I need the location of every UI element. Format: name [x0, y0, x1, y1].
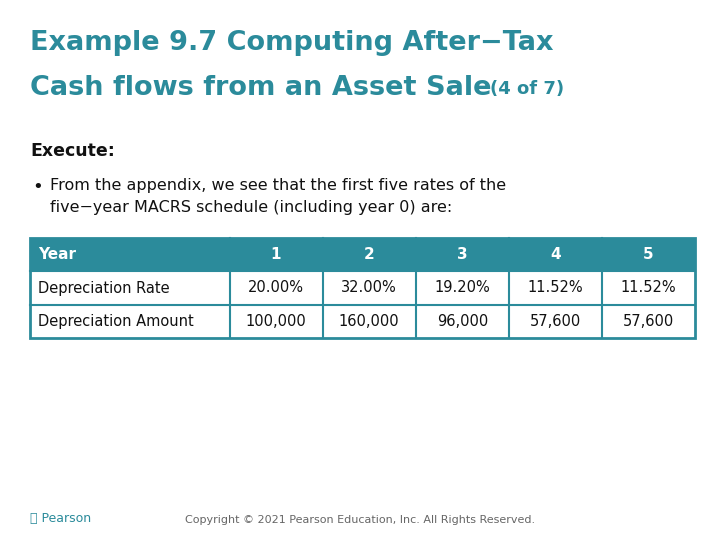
Text: (4 of 7): (4 of 7) [490, 80, 564, 98]
Text: 2: 2 [364, 247, 374, 262]
Text: Depreciation Amount: Depreciation Amount [38, 314, 194, 329]
Text: 32.00%: 32.00% [341, 280, 397, 295]
Text: 96,000: 96,000 [436, 314, 488, 329]
Bar [30, 238, 695, 271]
Bar [30, 271, 695, 305]
Text: Depreciation Rate: Depreciation Rate [38, 280, 170, 295]
Text: •: • [32, 178, 42, 196]
Text: 3: 3 [457, 247, 467, 262]
Bar [30, 238, 695, 338]
Text: Year: Year [38, 247, 76, 262]
Text: 1: 1 [271, 247, 282, 262]
Text: Copyright © 2021 Pearson Education, Inc. All Rights Reserved.: Copyright © 2021 Pearson Education, Inc.… [185, 515, 535, 525]
Text: 19.20%: 19.20% [434, 280, 490, 295]
Text: 20.00%: 20.00% [248, 280, 304, 295]
Text: Ⓟ Pearson: Ⓟ Pearson [30, 512, 91, 525]
Text: From the appendix, we see that the first five rates of the: From the appendix, we see that the first… [50, 178, 506, 193]
Text: 57,600: 57,600 [623, 314, 674, 329]
Text: 100,000: 100,000 [246, 314, 307, 329]
Text: Cash flows from an Asset Sale: Cash flows from an Asset Sale [30, 75, 492, 101]
Text: Example 9.7 Computing After−Tax: Example 9.7 Computing After−Tax [30, 30, 554, 56]
Text: five−year MACRS schedule (including year 0) are:: five−year MACRS schedule (including year… [50, 200, 452, 215]
Text: 4: 4 [550, 247, 561, 262]
Text: 11.52%: 11.52% [528, 280, 583, 295]
Text: Execute:: Execute: [30, 142, 115, 160]
Text: 160,000: 160,000 [339, 314, 400, 329]
Text: 5: 5 [643, 247, 654, 262]
Text: 11.52%: 11.52% [621, 280, 676, 295]
Bar [30, 305, 695, 338]
Text: 57,600: 57,600 [530, 314, 581, 329]
